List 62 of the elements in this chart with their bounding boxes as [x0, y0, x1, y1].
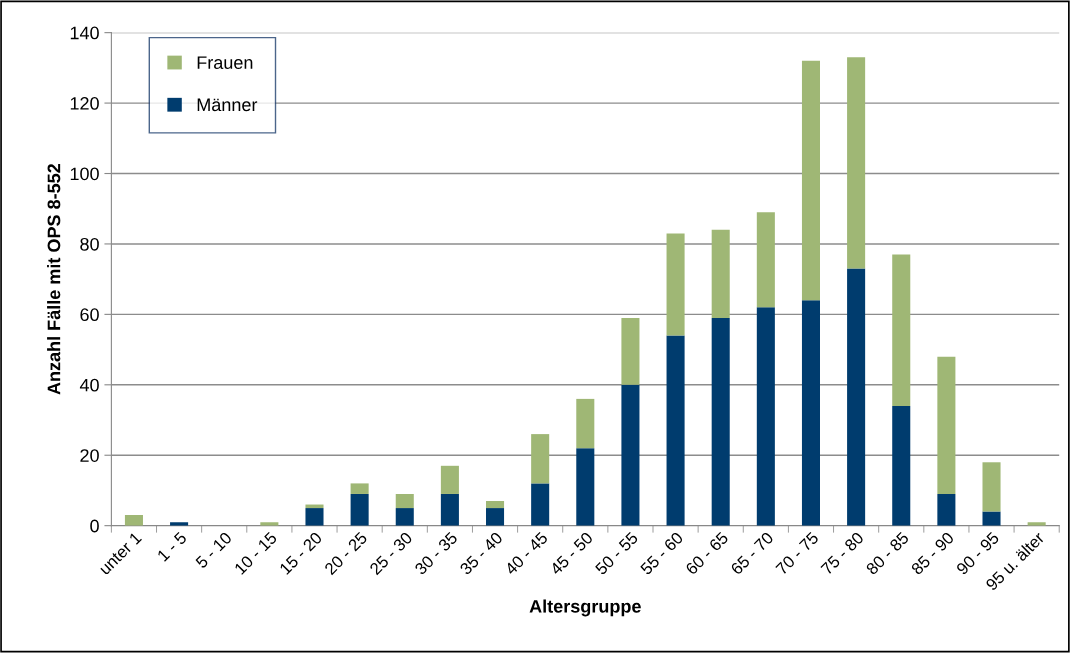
x-tick-label: 85 - 90 — [910, 531, 955, 576]
bar — [576, 448, 595, 526]
bar — [486, 501, 505, 509]
bar — [756, 307, 775, 526]
bar — [621, 384, 640, 526]
bar — [350, 483, 369, 494]
bar — [982, 462, 1001, 512]
bar — [847, 57, 866, 269]
y-tick-label: 100 — [70, 167, 99, 181]
bar — [486, 508, 505, 526]
x-tick-label: 35 - 40 — [459, 531, 504, 576]
y-axis-title: Anzahl Fälle mit OPS 8-552 — [47, 163, 61, 395]
bar — [711, 317, 730, 526]
bar — [892, 405, 911, 526]
bar — [982, 511, 1001, 526]
bar — [350, 493, 369, 526]
legend-label: Männer — [197, 98, 258, 112]
y-tick-label: 0 — [90, 519, 99, 533]
bar — [440, 465, 459, 494]
y-tick-label: 40 — [79, 378, 99, 392]
bar — [531, 483, 550, 526]
bar — [666, 335, 685, 526]
x-tick-label: 15 - 20 — [279, 531, 323, 575]
y-tick-label: 80 — [80, 237, 99, 251]
y-tick-label: 60 — [80, 308, 99, 322]
x-tick-label: 10 - 15 — [233, 531, 278, 575]
x-tick-label: 20 - 25 — [323, 531, 368, 576]
legend-label: Frauen — [197, 56, 253, 69]
x-tick-label: 65 - 70 — [730, 531, 775, 576]
bar — [847, 268, 866, 526]
x-tick-label: 30 - 35 — [413, 531, 459, 576]
bar — [305, 508, 324, 526]
bar — [756, 212, 775, 308]
bar — [666, 233, 685, 336]
bar — [395, 493, 414, 509]
bar — [892, 254, 911, 406]
x-tick-label: 5 - 10 — [194, 531, 233, 569]
bar — [440, 493, 459, 526]
x-tick-label: 60 - 65 — [684, 531, 729, 576]
bar — [801, 60, 820, 301]
bar — [937, 356, 956, 494]
x-tick-label: 75 - 80 — [820, 531, 865, 576]
bar — [937, 493, 956, 526]
y-tick-label: 20 — [80, 449, 99, 462]
x-tick-label: 50 - 55 — [594, 531, 639, 576]
x-tick-label: 1 - 5 — [156, 531, 188, 562]
bar — [531, 434, 550, 484]
x-tick-label: 45 - 50 — [549, 531, 594, 576]
x-tick-label: 40 - 45 — [504, 531, 549, 576]
bar — [576, 398, 595, 449]
x-tick-label: 55 - 60 — [639, 531, 684, 576]
bar — [801, 300, 820, 526]
bar — [124, 515, 143, 526]
bar — [395, 508, 414, 526]
x-axis-title: Altersgruppe — [529, 599, 641, 617]
y-tick-label: 120 — [70, 97, 99, 110]
bar — [711, 229, 730, 318]
x-tick-label: 70 - 75 — [775, 531, 820, 576]
bar — [621, 317, 640, 385]
x-tick-label: 80 - 85 — [865, 531, 910, 576]
x-tick-label: 25 - 30 — [368, 531, 413, 576]
y-tick-label: 140 — [70, 26, 99, 40]
